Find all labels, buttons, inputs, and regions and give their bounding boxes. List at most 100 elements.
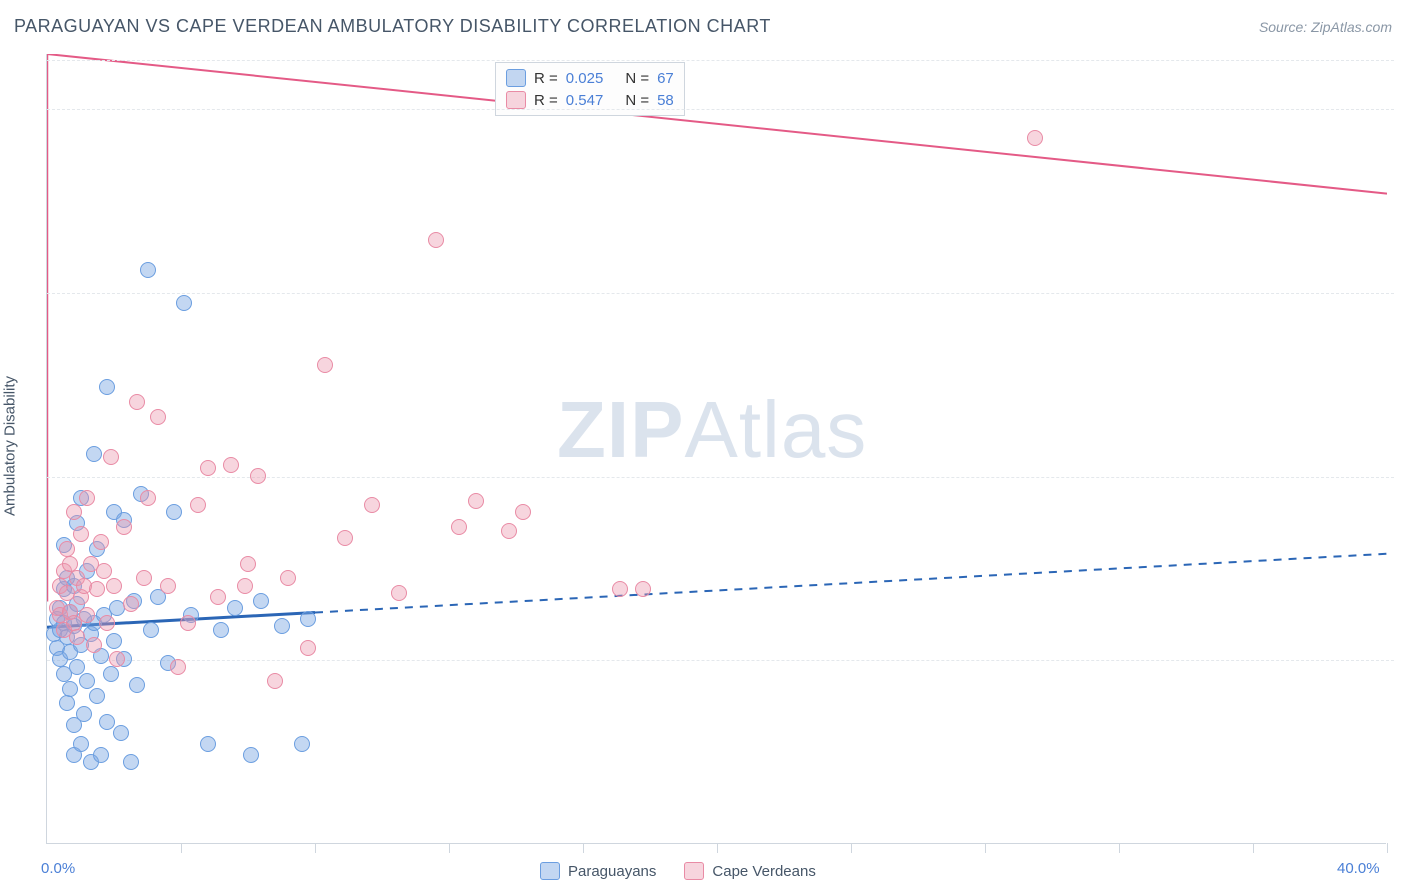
data-point (109, 651, 125, 667)
data-point (129, 677, 145, 693)
data-point (86, 446, 102, 462)
legend-swatch (506, 69, 526, 87)
data-point (79, 673, 95, 689)
data-point (123, 754, 139, 770)
watermark-thin: Atlas (684, 385, 867, 474)
x-tick (1253, 843, 1254, 853)
data-point (79, 607, 95, 623)
data-point (99, 714, 115, 730)
data-point (190, 497, 206, 513)
data-point (200, 736, 216, 752)
data-point (300, 640, 316, 656)
data-point (223, 457, 239, 473)
data-point (213, 622, 229, 638)
data-point (106, 633, 122, 649)
watermark-bold: ZIP (557, 385, 684, 474)
data-point (451, 519, 467, 535)
data-point (73, 736, 89, 752)
stats-legend-row: R = 0.547N = 58 (506, 89, 674, 111)
data-point (116, 519, 132, 535)
data-point (391, 585, 407, 601)
legend-swatch (506, 91, 526, 109)
stat-N-value: 67 (657, 70, 674, 87)
x-tick (315, 843, 316, 853)
x-tick-label: 40.0% (1337, 860, 1380, 877)
data-point (337, 530, 353, 546)
x-tick (851, 843, 852, 853)
x-tick (449, 843, 450, 853)
data-point (59, 541, 75, 557)
x-tick-label: 0.0% (41, 860, 75, 877)
x-tick (717, 843, 718, 853)
data-point (140, 490, 156, 506)
data-point (103, 666, 119, 682)
x-tick (1119, 843, 1120, 853)
data-point (89, 688, 105, 704)
data-point (69, 659, 85, 675)
gridline (47, 109, 1394, 110)
data-point (106, 578, 122, 594)
data-point (210, 589, 226, 605)
data-point (180, 615, 196, 631)
stat-N-value: 58 (657, 92, 674, 109)
data-point (129, 394, 145, 410)
data-point (59, 695, 75, 711)
y-axis-title: Ambulatory Disability (2, 376, 19, 516)
data-point (86, 637, 102, 653)
data-point (99, 615, 115, 631)
regression-lines (47, 54, 1387, 844)
stat-R-label: R = (534, 70, 558, 87)
data-point (428, 232, 444, 248)
data-point (143, 622, 159, 638)
data-point (253, 593, 269, 609)
data-point (176, 295, 192, 311)
data-point (274, 618, 290, 634)
data-point (79, 490, 95, 506)
data-point (317, 357, 333, 373)
legend-swatch (540, 862, 560, 880)
x-tick (181, 843, 182, 853)
data-point (227, 600, 243, 616)
stat-R-value: 0.025 (566, 70, 604, 87)
data-point (93, 747, 109, 763)
legend-item: Paraguayans (540, 862, 656, 880)
chart-header: PARAGUAYAN VS CAPE VERDEAN AMBULATORY DI… (14, 16, 1392, 37)
gridline (47, 660, 1394, 661)
legend-item: Cape Verdeans (684, 862, 815, 880)
x-tick (1387, 843, 1388, 853)
legend-swatch (684, 862, 704, 880)
watermark: ZIPAtlas (557, 384, 867, 476)
data-point (635, 581, 651, 597)
data-point (170, 659, 186, 675)
data-point (93, 534, 109, 550)
data-point (89, 581, 105, 597)
data-point (468, 493, 484, 509)
data-point (76, 706, 92, 722)
gridline (47, 60, 1394, 61)
stat-N-label: N = (625, 70, 649, 87)
data-point (113, 725, 129, 741)
data-point (62, 556, 78, 572)
data-point (103, 449, 119, 465)
data-point (300, 611, 316, 627)
chart-source: Source: ZipAtlas.com (1259, 19, 1392, 35)
data-point (200, 460, 216, 476)
data-point (123, 596, 139, 612)
plot-area: ZIPAtlas R = 0.025N = 67R = 0.547N = 58 … (46, 54, 1386, 844)
bottom-legend: Paraguayans Cape Verdeans (540, 862, 816, 880)
data-point (280, 570, 296, 586)
data-point (73, 526, 89, 542)
x-tick (985, 843, 986, 853)
data-point (66, 504, 82, 520)
data-point (140, 262, 156, 278)
stat-R-value: 0.547 (566, 92, 604, 109)
data-point (160, 578, 176, 594)
legend-label: Paraguayans (568, 863, 656, 880)
stats-legend-row: R = 0.025 N = 67 (506, 67, 674, 89)
stat-R-label: R = (534, 92, 558, 109)
data-point (166, 504, 182, 520)
stats-legend: R = 0.025 N = 67 R = 0.547N = 58 (495, 62, 685, 116)
data-point (99, 379, 115, 395)
data-point (69, 629, 85, 645)
data-point (294, 736, 310, 752)
